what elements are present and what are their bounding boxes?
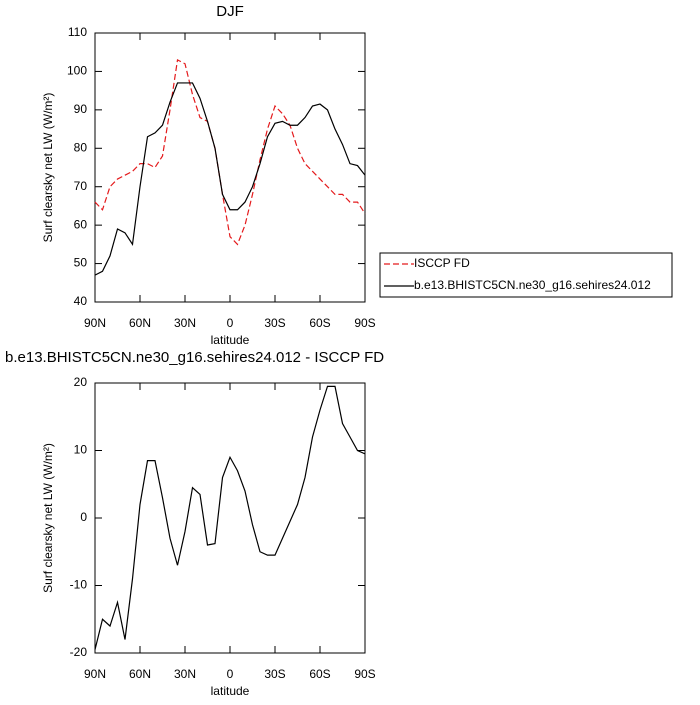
x-tick-label: 30N — [174, 316, 196, 330]
x-tick-label: 60N — [129, 316, 151, 330]
data-line — [94, 82, 366, 276]
y-tick-label: -10 — [70, 578, 88, 592]
chart-title: DJF — [216, 3, 244, 20]
x-tick-label: 30N — [174, 667, 196, 681]
legend-label: ISCCP FD — [414, 256, 470, 270]
plot-frame — [94, 382, 366, 654]
legend-label: b.e13.BHISTC5CN.ne30_g16.sehires24.012 — [414, 278, 651, 292]
x-axis-label: latitude — [211, 333, 250, 347]
x-tick-label: 90S — [354, 667, 375, 681]
legend-box — [379, 252, 673, 298]
x-tick-label: 30S — [264, 667, 285, 681]
data-line — [94, 385, 366, 650]
y-tick-label: -20 — [70, 645, 88, 659]
y-axis-label: Surf clearsky net LW (W/m²) — [41, 93, 55, 243]
x-tick-label: 90S — [354, 316, 375, 330]
y-tick-label: 80 — [74, 140, 88, 154]
y-tick-label: 40 — [74, 294, 88, 308]
y-tick-label: 10 — [74, 443, 88, 457]
y-tick-label: 100 — [67, 64, 87, 78]
x-tick-label: 60S — [309, 316, 330, 330]
y-axis-label: Surf clearsky net LW (W/m²) — [41, 443, 55, 593]
x-tick-label: 90N — [84, 667, 106, 681]
chart-title: b.e13.BHISTC5CN.ne30_g16.sehires24.012 -… — [5, 349, 384, 366]
data-line — [94, 58, 366, 246]
y-tick-label: 50 — [74, 256, 88, 270]
y-tick-label: 70 — [74, 179, 88, 193]
x-tick-label: 60S — [309, 667, 330, 681]
y-tick-label: 0 — [80, 510, 87, 524]
x-axis-label: latitude — [211, 684, 250, 698]
x-tick-label: 0 — [227, 667, 234, 681]
y-tick-label: 110 — [68, 25, 87, 39]
x-tick-label: 90N — [84, 316, 106, 330]
y-tick-label: 60 — [74, 217, 88, 231]
y-tick-label: 90 — [74, 102, 88, 116]
y-tick-label: 20 — [74, 375, 88, 389]
x-tick-label: 0 — [227, 316, 234, 330]
x-tick-label: 30S — [264, 316, 285, 330]
x-tick-label: 60N — [129, 667, 151, 681]
